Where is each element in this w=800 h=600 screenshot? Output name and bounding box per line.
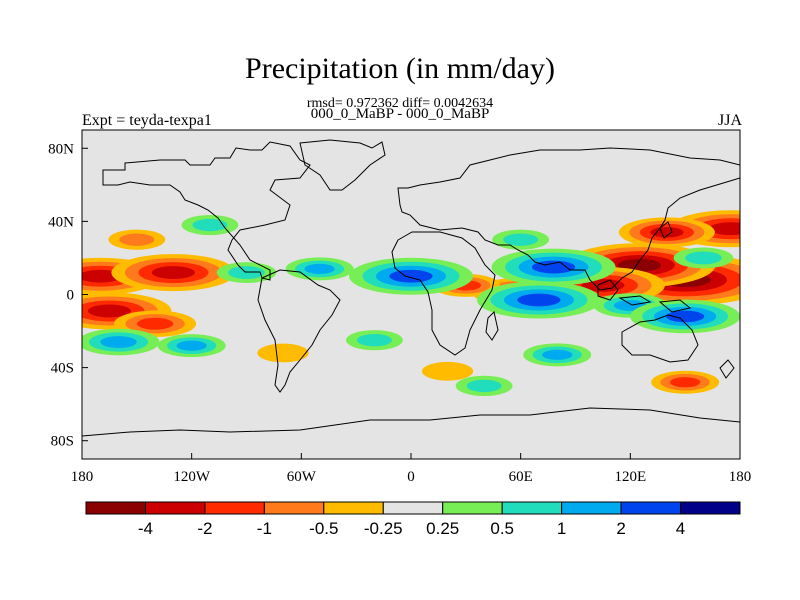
anomaly-contour — [136, 317, 174, 330]
anomaly-contour — [100, 336, 137, 348]
y-tick-label: 0 — [67, 288, 75, 304]
anomaly-contour — [151, 266, 195, 279]
colorbar-label: -2 — [197, 519, 212, 538]
x-axis: 180 120W 60W 0 60E 120E 180 — [71, 453, 752, 485]
colorbar-swatch — [561, 501, 622, 515]
coastline-africa — [391, 231, 496, 356]
coastline-greenland — [299, 139, 386, 191]
anomaly-contour — [228, 266, 265, 279]
anomaly-contour — [119, 233, 155, 246]
anomaly-contour — [666, 310, 705, 323]
colorbar-swatch — [323, 501, 384, 515]
colorbar-swatch — [204, 501, 265, 515]
coastline-antarctica — [82, 407, 740, 437]
x-tick-label: 120W — [173, 469, 211, 485]
coastline-south-america — [257, 269, 341, 393]
x-tick-label: 60W — [287, 469, 317, 485]
colorbar-swatch — [501, 501, 563, 515]
anomaly-contour — [466, 379, 502, 393]
colorbar-label: 2 — [616, 519, 625, 538]
colorbar-label: 1 — [557, 519, 566, 538]
colorbar-swatch — [680, 501, 741, 515]
y-axis: 80N 40N 0 40S 80S — [48, 141, 88, 450]
coastline-australia — [621, 314, 699, 363]
anomaly-contour — [421, 361, 474, 381]
coastline-new-zealand — [719, 359, 735, 379]
anomaly-contour — [503, 233, 539, 246]
coastline-europe-asia — [397, 147, 740, 291]
stats-line: rmsd= 0.972362 diff= 0.0042634 — [306, 96, 494, 111]
anomaly-contour — [709, 222, 740, 236]
season-label: JJA — [717, 112, 742, 129]
colorbar-swatch — [382, 501, 444, 515]
anomaly-contour — [617, 258, 662, 272]
y-tick-label: 80S — [51, 434, 74, 450]
coastline-madagascar — [485, 311, 499, 341]
colorbar-swatch — [620, 501, 682, 515]
colorbar-label: -0.25 — [364, 519, 403, 538]
coastline-maritime-islands — [597, 279, 692, 313]
anomaly-contour — [517, 293, 561, 307]
anomaly-contour — [192, 218, 228, 232]
colorbar: -4 -2 -1 -0.5 -0.25 0.25 0.5 1 2 4 — [85, 501, 741, 538]
colorbar-label: 4 — [676, 519, 685, 538]
coastlines — [82, 139, 740, 437]
anomaly-contour — [542, 349, 573, 360]
colorbar-swatch — [85, 501, 146, 515]
anomaly-contour — [87, 304, 132, 318]
anomaly-contour — [685, 251, 722, 265]
colorbar-label: 0.5 — [490, 519, 514, 538]
colorbar-label: -0.5 — [309, 519, 338, 538]
coastline-japan — [659, 221, 673, 239]
x-tick-label: 180 — [729, 469, 752, 485]
anomaly-contour — [670, 377, 701, 388]
coastline-north-america — [102, 141, 311, 281]
y-tick-label: 40N — [48, 214, 74, 230]
anomaly-contour — [176, 340, 207, 351]
experiment-label: Expt = teyda-texpa1 — [82, 112, 212, 129]
anomaly-contour — [304, 263, 335, 275]
x-tick-label: 0 — [407, 469, 415, 485]
x-tick-label: 180 — [71, 469, 94, 485]
anomaly-contour — [257, 343, 309, 363]
colorbar-swatch — [442, 501, 503, 515]
comparison-line: 000_0_MaBP - 000_0_MaBP — [310, 106, 490, 122]
x-tick-label: 120E — [614, 469, 646, 485]
y-tick-label: 40S — [51, 361, 74, 377]
x-tick-label: 60E — [509, 469, 533, 485]
y-tick-label: 80N — [48, 141, 74, 157]
colorbar-label: 0.25 — [426, 519, 459, 538]
anomaly-contour — [389, 269, 433, 283]
colorbar-swatch — [144, 501, 206, 515]
colorbar-label: -1 — [257, 519, 272, 538]
colorbar-swatch — [263, 501, 325, 515]
anomaly-contour — [356, 333, 392, 347]
chart-title: Precipitation (in mm/day) — [245, 52, 555, 85]
colorbar-label: -4 — [138, 519, 153, 538]
anomaly-fields — [82, 210, 740, 396]
